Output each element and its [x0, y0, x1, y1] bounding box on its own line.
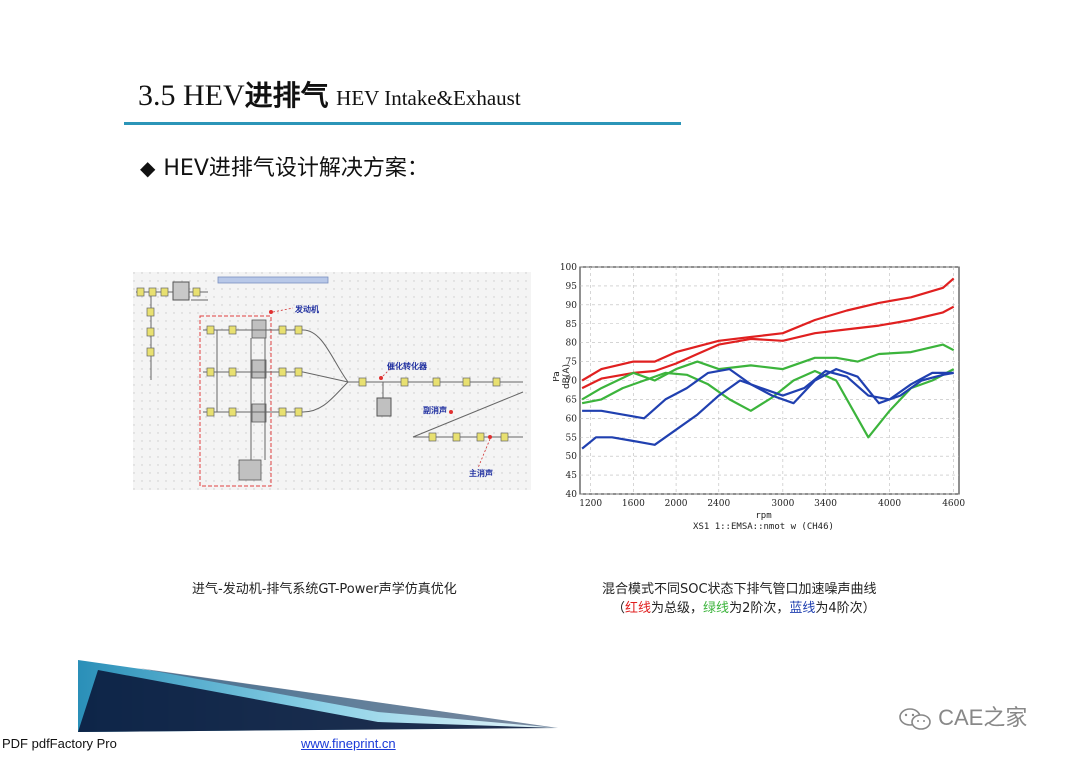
logo-text: CAE之家: [938, 705, 1028, 730]
sub-muffler-label: 副消声: [423, 405, 447, 415]
x-tick-label: 1600: [622, 499, 645, 509]
gt-power-diagram: 发动机 催化转化器 副消声 主消声: [133, 272, 531, 490]
right-caption: 混合模式不同SOC状态下排气管口加速噪声曲线: [602, 582, 877, 597]
wechat-icon: [899, 708, 931, 730]
footer-text: PDF pdfFactory Pro: [2, 736, 117, 751]
legend-text-1: 为总级，: [651, 601, 704, 616]
slide-title: 3.5 HEV进排气 HEV Intake&Exhaust: [138, 74, 521, 114]
engine-box: [199, 315, 272, 487]
y-tick-label: 45: [566, 471, 578, 481]
title-en: HEV Intake&Exhaust: [336, 86, 521, 110]
bullet-text: HEV进排气设计解决方案：: [163, 156, 429, 181]
y-tick-label: 50: [566, 452, 578, 462]
title-cn: 进排气: [244, 79, 329, 112]
paren-open: （: [612, 601, 626, 616]
y-tick-label: 95: [566, 282, 578, 292]
decorative-wedge: [78, 660, 558, 732]
right-caption-legend: （红线为总级，绿线为2阶次，蓝线为4阶次）: [612, 597, 876, 616]
series-line-5: [581, 369, 954, 450]
y-tick-label: 70: [566, 377, 578, 387]
y-tick-label: 60: [566, 414, 578, 424]
series-line-3: [581, 368, 955, 439]
series-line-0: [581, 277, 955, 382]
bullet-point: ◆ HEV进排气设计解决方案：: [140, 150, 429, 182]
x-tick-label: 4000: [878, 499, 901, 509]
x-tick-label: 2000: [665, 499, 688, 509]
series-line-1: [581, 305, 955, 390]
series-line-2: [581, 343, 955, 401]
x-tick-label: 3400: [814, 499, 837, 509]
legend-text-2: 为2阶次，: [729, 601, 790, 616]
engine-label: 发动机: [294, 304, 319, 314]
series-line-4: [582, 368, 954, 420]
red-line-label: 红线: [625, 601, 652, 616]
y-tick-label: 85: [566, 320, 578, 330]
wechat-logo: CAE之家: [898, 700, 1027, 732]
y-tick-label: 90: [566, 301, 578, 311]
y-tick-label: 55: [566, 433, 578, 443]
diamond-icon: ◆: [140, 156, 156, 180]
x-tick-label: 2400: [707, 499, 730, 509]
diagram-svg: 发动机 催化转化器 副消声 主消声: [133, 272, 531, 490]
blue-line-label: 蓝线: [789, 601, 816, 616]
left-caption: 进气-发动机-排气系统GT-Power声学仿真优化: [192, 582, 457, 597]
green-line-label: 绿线: [703, 601, 730, 616]
x-tick-label: 3000: [771, 499, 794, 509]
x-axis-caption: XS1 1::EMSA::nmot w (CH46): [693, 522, 834, 532]
main-muffler-label: 主消声: [469, 468, 493, 478]
y-tick-label: 40: [566, 490, 578, 500]
footer-link[interactable]: www.fineprint.cn: [301, 736, 396, 751]
chart-svg: 40 45 50 55 60 65 70 75 80 85 90 95 100 1200 1600 2000 2…: [552, 263, 965, 532]
catalyst-label: 催化转化器: [387, 361, 428, 371]
y-tick-label: 80: [566, 339, 578, 349]
title-prefix: 3.5 HEV: [138, 79, 245, 112]
legend-text-3: 为4阶次）: [815, 601, 876, 616]
y-axis-label: Pa: [553, 371, 562, 382]
y-tick-label: 75: [566, 358, 578, 368]
y-tick-label: 65: [566, 395, 578, 405]
x-tick-label: 1200: [579, 499, 602, 509]
title-underline: [124, 122, 681, 125]
x-axis-label: rpm: [755, 511, 771, 521]
y-axis-label: dB(A): [562, 364, 572, 389]
y-tick-label: 100: [560, 263, 577, 273]
noise-chart: 40 45 50 55 60 65 70 75 80 85 90 95 100 1200 1600 2000 2…: [552, 262, 965, 540]
x-tick-label: 4600: [942, 499, 965, 509]
